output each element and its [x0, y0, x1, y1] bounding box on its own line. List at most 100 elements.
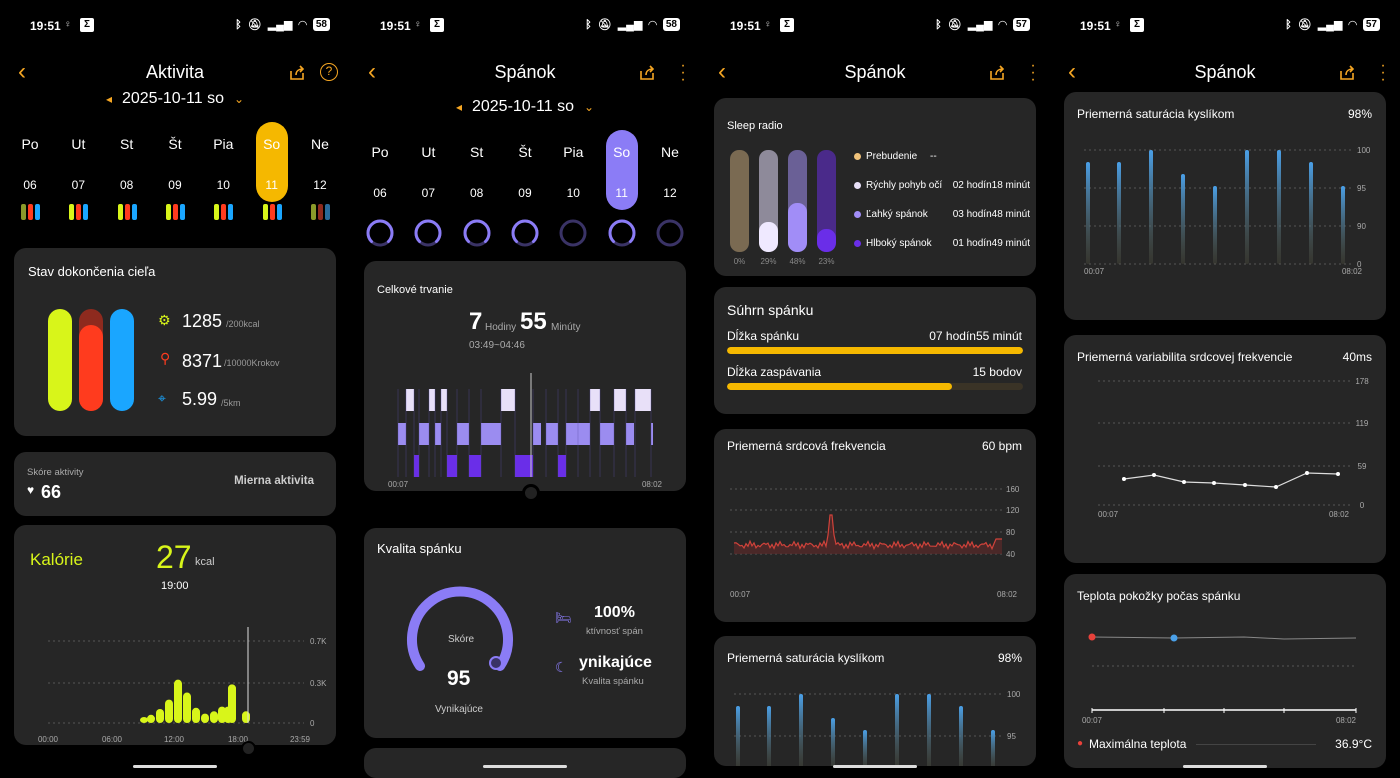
sigma-icon: Σ — [1130, 18, 1144, 32]
calories-chart[interactable]: 0.7K 0.3K 0 00:00 06:00 12:00 18:00 23:59 — [14, 615, 336, 745]
hrv-title: Priemerná variabilita srdcovej frekvenci… — [1077, 350, 1293, 364]
score-value: 66 — [41, 482, 62, 502]
share-icon[interactable] — [288, 64, 306, 82]
sleep-radio-card[interactable]: Sleep radio 0% 29% 48% 23% Prebudenie -- Rýchl… — [714, 98, 1036, 276]
date-dropdown-icon[interactable]: ⌄ — [583, 100, 595, 114]
day-07[interactable]: Ut 07 — [412, 130, 444, 247]
status-time: 19:51 — [730, 19, 761, 33]
day-06[interactable]: Po 06 — [14, 122, 46, 220]
more-options-icon[interactable]: · · · — [680, 57, 686, 88]
bluetooth-icon: ᛒ — [1285, 18, 1292, 31]
activity-score-card[interactable]: Skóre aktivity ♥ 66 Mierna aktivita — [14, 452, 336, 516]
home-indicator[interactable] — [833, 765, 917, 768]
day-name: Pia — [213, 136, 234, 152]
date-selector[interactable]: ◂ 2025-10-11 so ⌄ — [0, 90, 350, 108]
max-temp-value: 36.9°C — [1335, 737, 1372, 751]
more-options-icon[interactable]: · · · — [1380, 57, 1386, 88]
calories-card[interactable]: Kalórie 27 kcal 19:00 0.7K 0.3K 0 00:00 06:0… — [14, 525, 336, 745]
hypnogram-chart[interactable]: 00:07 08:02 — [364, 361, 686, 491]
hrv-point — [1152, 473, 1156, 477]
heart-rate-card[interactable]: Priemerná srdcová frekvencia 60 bpm 160 1… — [714, 429, 1036, 622]
hrv-card[interactable]: Priemerná variabilita srdcovej frekvenci… — [1064, 335, 1386, 563]
steps-ring-bar — [79, 309, 103, 411]
y-tick-label: 160 — [1006, 485, 1020, 494]
back-icon[interactable]: ‹ — [368, 58, 376, 85]
radio-bar — [817, 150, 836, 252]
home-indicator[interactable] — [133, 765, 217, 768]
x-tick-label: 00:07 — [388, 480, 409, 489]
ring-arc — [608, 219, 636, 243]
sleep-quality-card[interactable]: Kvalita spánku Skóre 95 Vynikajúce 🛏︎ 10… — [364, 528, 686, 738]
day-11[interactable]: So 11 — [605, 130, 638, 247]
x-tick-label: 08:02 — [1336, 716, 1357, 725]
legend-name: Ľahký spánok — [866, 209, 928, 220]
status-bar: 19:51 ♀ Σ ᛒ 🔕︎ ▂▄▆ ◠ 58 — [350, 18, 700, 34]
day-09[interactable]: Št 09 — [509, 130, 541, 247]
temp-title: Teplota pokožky počas spánku — [1077, 589, 1241, 603]
spo2-chart[interactable]: 100 95 — [714, 680, 1036, 766]
scroll-handle[interactable] — [241, 741, 256, 756]
day-08[interactable]: St 08 — [111, 122, 143, 220]
status-time: 19:51 — [1080, 19, 1111, 33]
scroll-handle[interactable] — [522, 484, 540, 502]
total-duration-card[interactable]: Celkové trvanie 7 Hodiny 55 Minúty 03:49… — [364, 261, 686, 491]
share-icon[interactable] — [1338, 64, 1356, 82]
status-icons: ᛒ 🔕︎ ▂▄▆ ◠ 58 — [235, 18, 330, 31]
goal-card[interactable]: Stav dokončenia cieľa ⚙ 1285 /200kcal ⚲ … — [14, 248, 336, 436]
fall-asleep-value: 15 bodov — [972, 365, 1022, 379]
spo2-card[interactable]: Priemerná saturácia kyslíkom 98% 100 95 — [714, 636, 1036, 766]
back-icon[interactable]: ‹ — [18, 58, 26, 85]
sleep-summary-card[interactable]: Súhrn spánku Dĺžka spánku 07 hodín55 min… — [714, 287, 1036, 414]
x-tick-label: 08:02 — [1329, 510, 1350, 519]
day-10[interactable]: Pia 10 — [557, 130, 589, 247]
day-08[interactable]: St 08 — [461, 130, 493, 247]
share-icon[interactable] — [638, 64, 656, 82]
hr-value: 60 bpm — [981, 439, 1022, 453]
share-icon[interactable] — [988, 64, 1006, 82]
heart-rate-chart[interactable]: 160 120 80 40 00:07 08:02 — [714, 469, 1036, 619]
help-icon[interactable]: ? — [320, 63, 338, 81]
x-tick-label: 08:02 — [1342, 267, 1363, 276]
day-number: 07 — [71, 178, 85, 192]
distance-value: 5.99 — [182, 389, 218, 409]
home-indicator[interactable] — [483, 765, 567, 768]
more-options-icon[interactable]: · · · — [1030, 57, 1036, 88]
spo2-title: Priemerná saturácia kyslíkom — [727, 651, 885, 665]
back-icon[interactable]: ‹ — [1068, 58, 1076, 85]
hrv-chart[interactable]: 178 119 59 0 00:07 08:02 — [1064, 373, 1386, 523]
moon-icon: ☾ — [555, 659, 568, 675]
wifi-icon: ◠ — [298, 19, 307, 31]
page-title: Spánok — [1194, 62, 1256, 82]
day-12[interactable]: Ne 12 — [304, 122, 336, 220]
day-10[interactable]: Pia 10 — [207, 122, 239, 220]
hrv-line — [1123, 472, 1339, 488]
day-06[interactable]: Po 06 — [364, 130, 396, 247]
distance-goal: /5km — [221, 398, 241, 408]
y-tick-label: 178 — [1355, 377, 1369, 386]
ring-arc — [463, 219, 491, 243]
spo2-card[interactable]: Priemerná saturácia kyslíkom 98% 100 95 90… — [1064, 92, 1386, 320]
hrv-point — [1305, 471, 1309, 475]
day-11[interactable]: So 11 — [255, 122, 288, 220]
spo2-chart[interactable]: 100 95 90 0 00:07 08:02 — [1064, 140, 1386, 280]
stage-block — [590, 389, 600, 411]
score-value: 95 — [447, 667, 471, 690]
temp-chart[interactable]: 00:07 08:02 — [1064, 624, 1386, 728]
sleep-ring-icon — [559, 219, 587, 247]
day-07[interactable]: Ut 07 — [62, 122, 94, 220]
day-12[interactable]: Ne 12 — [654, 130, 686, 247]
date-selector[interactable]: ◂ 2025-10-11 so ⌄ — [350, 98, 700, 116]
y-tick-label: 80 — [1006, 528, 1015, 537]
day-09[interactable]: Št 09 — [159, 122, 191, 220]
stage-block — [651, 423, 653, 445]
spo2-bar — [1277, 150, 1281, 264]
home-indicator[interactable] — [1183, 765, 1267, 768]
prev-date-icon[interactable]: ◂ — [105, 92, 112, 106]
day-name: Št — [168, 136, 182, 152]
date-dropdown-icon[interactable]: ⌄ — [233, 92, 245, 106]
skin-temp-card[interactable]: Teplota pokožky počas spánku 00:07 08:02 … — [1064, 574, 1386, 768]
back-icon[interactable]: ‹ — [718, 58, 726, 85]
prev-date-icon[interactable]: ◂ — [455, 100, 462, 114]
day-name: Ut — [71, 136, 86, 152]
signal-icon: ▂▄▆ — [617, 19, 643, 31]
